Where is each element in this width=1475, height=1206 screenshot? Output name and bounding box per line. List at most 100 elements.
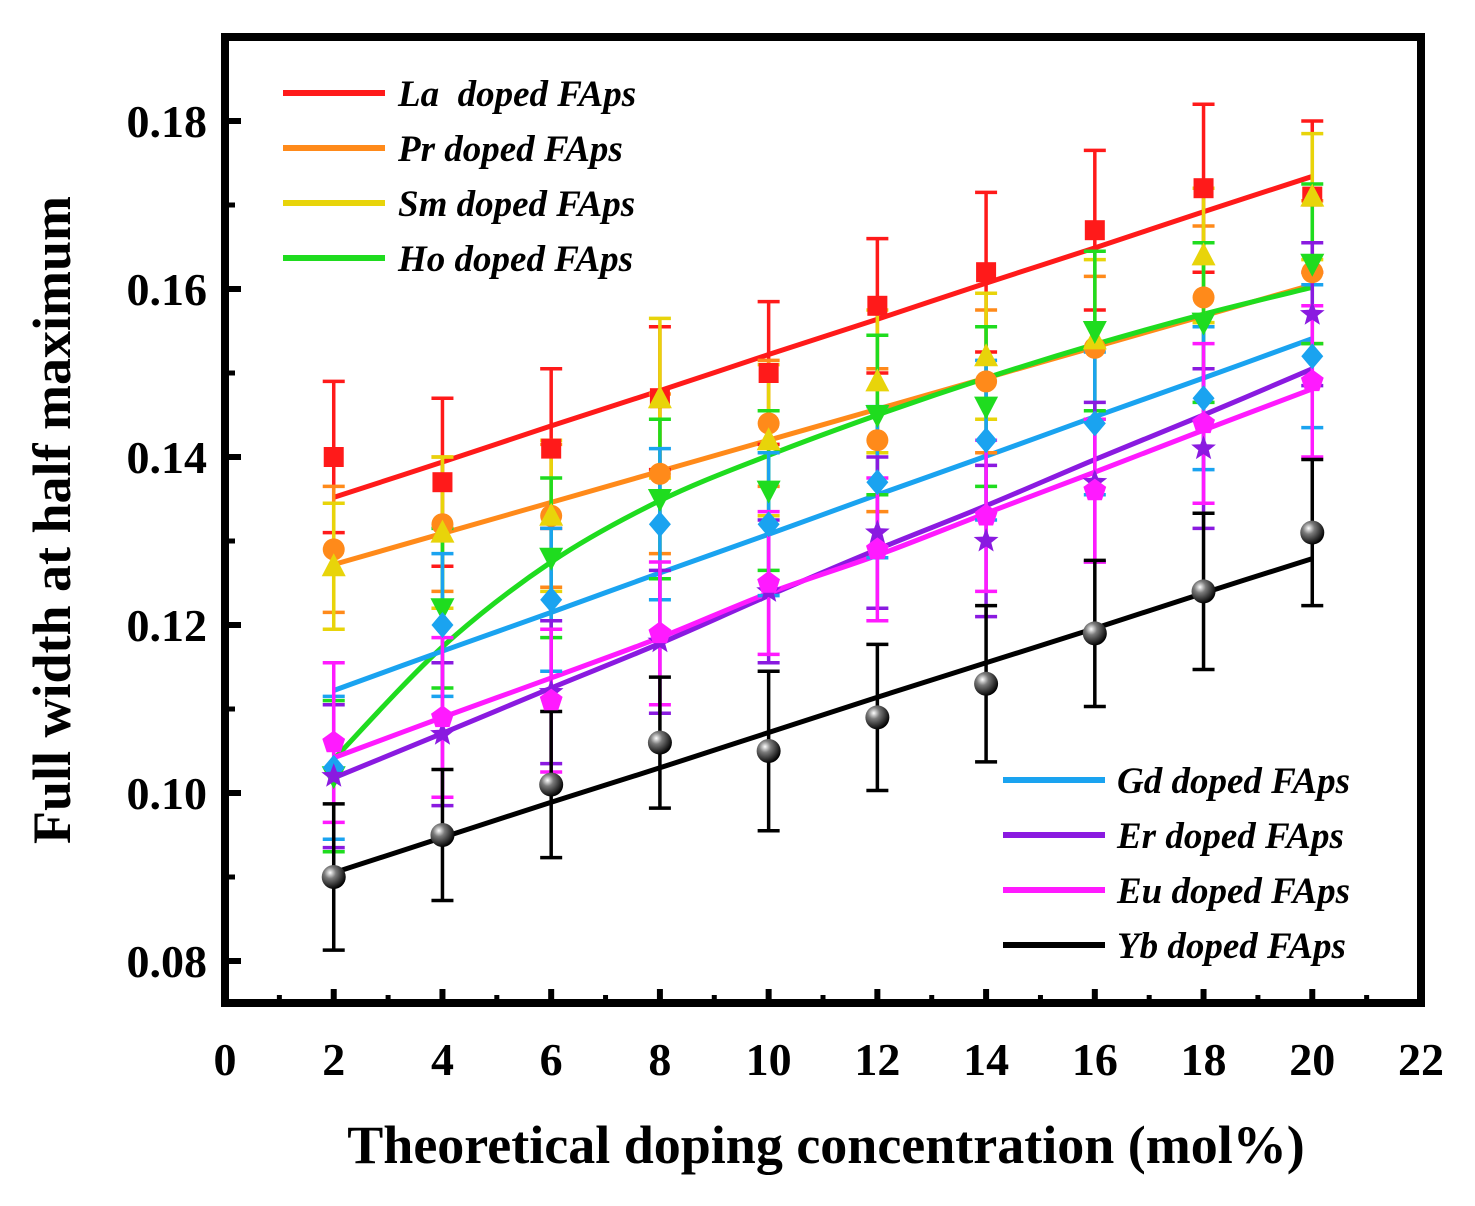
data-point bbox=[647, 489, 672, 512]
data-point bbox=[974, 343, 999, 367]
legend-label: Yb doped FAps bbox=[1117, 926, 1346, 967]
data-point bbox=[648, 621, 672, 644]
legend-label: Sm doped FAps bbox=[398, 184, 635, 225]
data-point bbox=[756, 739, 781, 763]
data-point bbox=[1191, 312, 1216, 336]
data-point bbox=[1193, 178, 1214, 199]
data-point bbox=[648, 511, 671, 538]
x-tick-label: 12 bbox=[854, 1034, 900, 1085]
data-point bbox=[539, 772, 564, 797]
fit-lines-layer bbox=[331, 174, 1314, 876]
data-point bbox=[1191, 435, 1216, 460]
data-point bbox=[975, 427, 998, 454]
data-point bbox=[430, 598, 455, 622]
x-tick-label: 16 bbox=[1072, 1034, 1118, 1085]
x-tick-label: 14 bbox=[963, 1034, 1009, 1085]
data-point bbox=[974, 503, 998, 526]
data-point bbox=[647, 730, 672, 755]
y-tick-label: 0.16 bbox=[127, 264, 208, 315]
data-point bbox=[866, 429, 889, 452]
data-point bbox=[430, 519, 455, 543]
data-point bbox=[867, 295, 888, 316]
x-tick-label: 0 bbox=[214, 1034, 237, 1085]
y-tick-label: 0.12 bbox=[127, 600, 208, 651]
series-fit-group bbox=[332, 386, 1314, 761]
data-point bbox=[541, 438, 562, 459]
series-marker-group bbox=[322, 369, 1324, 753]
axes-layer bbox=[221, 33, 1425, 1007]
series-fit-line bbox=[332, 556, 1314, 876]
y-tick-label: 0.08 bbox=[127, 936, 208, 987]
data-point bbox=[757, 511, 780, 538]
data-point bbox=[865, 368, 890, 392]
y-tick-label: 0.14 bbox=[127, 432, 208, 483]
data-point bbox=[1082, 621, 1107, 646]
series-error-group bbox=[322, 283, 1324, 841]
data-point bbox=[431, 705, 454, 728]
data-point bbox=[974, 396, 999, 420]
x-tick-label: 8 bbox=[648, 1034, 671, 1085]
series-fit-line bbox=[331, 284, 1313, 762]
series-fit-group bbox=[331, 284, 1313, 762]
data-point bbox=[974, 671, 999, 696]
legend-bottom-right: Gd doped FAps Er doped FAps Eu doped FAps Y… bbox=[1003, 761, 1350, 967]
data-point bbox=[539, 688, 563, 711]
data-point bbox=[1192, 411, 1215, 434]
data-point bbox=[865, 405, 890, 428]
data-point bbox=[865, 705, 890, 730]
data-point bbox=[1084, 220, 1105, 241]
data-point bbox=[757, 571, 780, 593]
data-point bbox=[758, 363, 779, 383]
data-point bbox=[1300, 520, 1325, 545]
data-point bbox=[975, 370, 998, 393]
x-axis-title: Theoretical doping concentration (mol%) bbox=[347, 1115, 1304, 1175]
series-fit-group bbox=[332, 556, 1314, 876]
data-point bbox=[1299, 301, 1325, 325]
data-point bbox=[647, 385, 672, 409]
data-point bbox=[865, 519, 890, 544]
legend-label: Pr doped FAps bbox=[397, 129, 623, 170]
y-tick-label: 0.10 bbox=[127, 768, 208, 819]
legends-layer: La doped FAps Pr doped FAps Sm doped FAps H… bbox=[283, 74, 1350, 967]
legend-label: Gd doped FAps bbox=[1117, 761, 1350, 802]
series-error-group bbox=[322, 182, 1324, 854]
data-point bbox=[866, 537, 889, 560]
markers-layer bbox=[321, 178, 1325, 889]
series-fit-line bbox=[332, 336, 1314, 693]
series-fit-group bbox=[332, 336, 1314, 693]
x-tick-label: 10 bbox=[746, 1034, 792, 1085]
data-point bbox=[757, 412, 780, 435]
data-point bbox=[430, 823, 455, 847]
data-point bbox=[648, 462, 671, 485]
series-fit-group bbox=[332, 174, 1314, 500]
data-point bbox=[1192, 286, 1215, 309]
y-tick-label: 0.18 bbox=[127, 96, 208, 147]
legend-label: Er doped FAps bbox=[1116, 816, 1344, 857]
legend-top-left: La doped FAps Pr doped FAps Sm doped FAps H… bbox=[283, 74, 636, 280]
data-point bbox=[973, 528, 999, 552]
series-fit-line bbox=[332, 386, 1314, 761]
data-point bbox=[756, 427, 781, 451]
data-point bbox=[539, 502, 564, 526]
data-point bbox=[322, 538, 345, 561]
x-tick-label: 2 bbox=[322, 1034, 345, 1085]
data-point bbox=[432, 472, 453, 493]
y-axis-title: Full width at half maximum bbox=[22, 196, 82, 844]
data-point bbox=[866, 469, 889, 496]
data-point bbox=[321, 763, 347, 787]
series-marker-group bbox=[321, 520, 1325, 889]
ticks-layer: 0 2 4 6 8 10 12 14 16 18 20 22 0.08 0.10 0.12 0.14 0.16 0… bbox=[127, 96, 1445, 1085]
x-tick-label: 22 bbox=[1398, 1034, 1444, 1085]
data-point bbox=[323, 447, 344, 467]
legend-label: La doped FAps bbox=[397, 74, 636, 115]
data-point bbox=[540, 586, 563, 613]
data-point bbox=[756, 480, 781, 504]
data-point bbox=[1083, 410, 1106, 437]
data-point bbox=[1300, 183, 1325, 207]
legend-label: Eu doped FAps bbox=[1116, 871, 1350, 912]
data-point bbox=[539, 547, 564, 571]
data-point bbox=[322, 730, 346, 753]
data-point bbox=[976, 262, 997, 283]
data-point bbox=[321, 553, 346, 577]
